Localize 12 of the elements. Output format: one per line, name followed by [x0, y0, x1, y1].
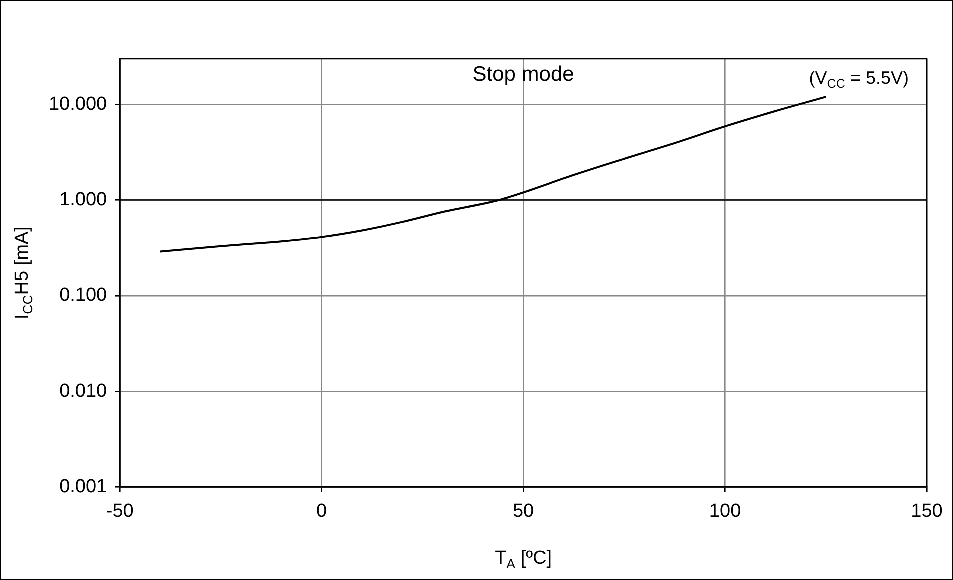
x-tick-label: 50 [512, 500, 534, 522]
x-tick-label: 100 [709, 500, 742, 522]
x-tick-label: 150 [911, 500, 943, 522]
x-tick-label: -50 [106, 500, 134, 522]
y-tick-label: 0.100 [60, 285, 108, 306]
y-tick-label: 0.001 [60, 476, 108, 498]
y-tick-label: 1.000 [60, 190, 108, 211]
chart-title: Stop mode [472, 62, 574, 86]
x-tick-label: 0 [316, 500, 328, 522]
y-axis-title: ICCH5 [mA] [12, 226, 36, 320]
y-tick-label: 0.010 [60, 380, 108, 402]
y-tick-label: 10.000 [48, 94, 108, 115]
